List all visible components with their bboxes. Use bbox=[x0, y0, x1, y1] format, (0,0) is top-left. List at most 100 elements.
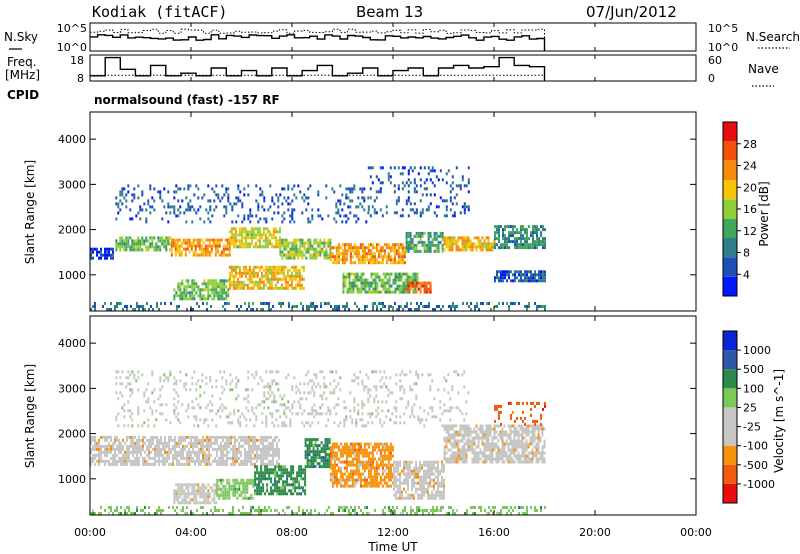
heat-cell bbox=[375, 258, 378, 262]
heat-cell bbox=[230, 487, 233, 491]
heat-cell bbox=[281, 214, 284, 218]
heat-cell bbox=[497, 433, 500, 437]
heat-cell bbox=[467, 430, 470, 434]
heat-cell bbox=[232, 459, 234, 463]
heat-cell bbox=[534, 240, 536, 244]
heat-cell bbox=[250, 286, 253, 290]
heat-cell bbox=[511, 451, 514, 455]
heat-cell bbox=[198, 438, 200, 442]
heat-cell bbox=[515, 430, 518, 434]
heat-cell bbox=[167, 202, 170, 206]
heat-cell bbox=[351, 481, 354, 485]
heat-cell bbox=[517, 454, 520, 458]
heat-cell bbox=[240, 271, 243, 275]
heat-cell bbox=[104, 250, 106, 254]
heat-cell bbox=[339, 246, 342, 250]
heat-cell bbox=[183, 285, 186, 289]
heat-cell bbox=[393, 255, 396, 259]
heat-cell bbox=[437, 466, 439, 470]
heat-cell bbox=[530, 279, 532, 283]
heat-cell bbox=[221, 291, 224, 295]
heat-cell bbox=[144, 308, 146, 311]
heat-cell bbox=[236, 490, 239, 494]
heat-cell bbox=[520, 231, 522, 235]
heat-cell bbox=[287, 253, 290, 257]
heat-cell bbox=[361, 466, 364, 470]
heat-cell bbox=[119, 376, 122, 380]
heat-cell bbox=[229, 202, 232, 206]
heat-cell bbox=[467, 181, 470, 185]
heat-cell bbox=[158, 462, 160, 466]
heat-cell bbox=[260, 302, 262, 305]
heat-cell bbox=[262, 239, 265, 243]
heat-cell bbox=[402, 308, 404, 311]
heat-cell bbox=[248, 268, 251, 272]
heat-cell bbox=[108, 441, 110, 445]
heat-cell bbox=[539, 454, 542, 458]
heat-cell bbox=[339, 202, 342, 206]
heat-cell bbox=[191, 220, 194, 224]
heat-cell bbox=[230, 265, 233, 269]
heat-cell bbox=[110, 444, 112, 448]
heat-cell bbox=[306, 305, 308, 308]
heat-cell bbox=[498, 228, 500, 232]
heat-cell bbox=[119, 239, 122, 243]
heat-cell bbox=[112, 459, 114, 463]
heat-cell bbox=[429, 484, 431, 488]
heat-cell bbox=[435, 481, 437, 485]
heat-cell bbox=[258, 483, 261, 487]
heat-cell bbox=[242, 245, 245, 249]
heat-cell bbox=[477, 445, 480, 449]
heat-cell bbox=[142, 444, 144, 448]
heat-cell bbox=[146, 444, 148, 448]
heat-cell bbox=[447, 239, 450, 243]
heat-cell bbox=[383, 469, 386, 473]
heat-cell bbox=[238, 233, 241, 237]
heat-cell bbox=[435, 460, 437, 464]
heat-cell bbox=[218, 478, 221, 482]
heat-cell bbox=[197, 486, 200, 490]
heat-cell bbox=[507, 460, 510, 464]
heat-cell bbox=[413, 181, 416, 185]
heat-cell bbox=[425, 243, 428, 247]
heat-cell bbox=[394, 302, 396, 305]
heat-cell bbox=[264, 477, 267, 481]
heat-cell bbox=[178, 253, 181, 257]
heat-cell bbox=[433, 234, 436, 238]
heat-cell bbox=[481, 460, 484, 464]
heat-cell bbox=[306, 453, 309, 457]
heat-cell bbox=[371, 258, 374, 262]
heat-cell bbox=[511, 457, 514, 461]
heat-cell bbox=[312, 302, 314, 305]
heat-cell bbox=[391, 243, 394, 247]
heat-cell bbox=[380, 281, 383, 285]
heat-cell bbox=[112, 253, 114, 257]
heat-cell bbox=[538, 276, 540, 280]
heat-cell bbox=[250, 438, 252, 442]
heat-cell bbox=[244, 245, 247, 249]
heat-cell bbox=[371, 478, 374, 482]
heat-cell bbox=[471, 457, 474, 461]
heat-cell bbox=[333, 255, 336, 259]
heat-cell bbox=[502, 231, 504, 235]
heat-cell bbox=[194, 435, 196, 439]
heat-cell bbox=[90, 308, 92, 311]
heat-cell bbox=[516, 246, 518, 250]
heat-cell bbox=[220, 450, 222, 454]
heat-cell bbox=[544, 243, 546, 247]
heat-cell bbox=[268, 230, 271, 234]
heat-cell bbox=[408, 290, 411, 294]
heat-cell bbox=[341, 252, 344, 256]
heat-cell bbox=[235, 220, 238, 224]
heat-cell bbox=[311, 256, 314, 260]
heat-cell bbox=[447, 436, 450, 440]
heat-cell bbox=[246, 441, 248, 445]
heat-cell bbox=[263, 208, 266, 212]
heat-cell bbox=[481, 439, 484, 443]
heat-cell bbox=[117, 242, 120, 246]
heat-cell bbox=[168, 441, 170, 445]
heat-cell bbox=[357, 454, 360, 458]
heat-cell bbox=[467, 442, 470, 446]
heat-cell bbox=[427, 281, 430, 285]
heat-cell bbox=[345, 478, 348, 482]
